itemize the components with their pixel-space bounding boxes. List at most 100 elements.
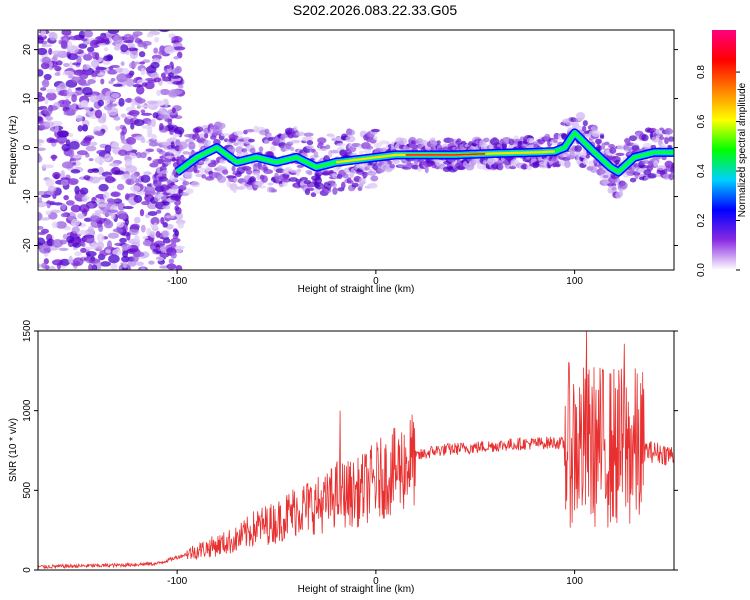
spectrogram-noise-blob [139,61,146,65]
spectrogram-noise-blob [89,39,101,49]
spectrogram-noise-blob [48,48,53,55]
spectrogram-noise-blob [147,126,153,136]
spectrogram-noise-blob [119,213,127,220]
spectrogram-noise-blob [54,65,62,72]
spectrogram-noise-blob [129,152,137,159]
spectrogram-noise-blob [83,30,94,38]
spectrogram-halo-blob [231,165,236,172]
spectrogram-halo-blob [373,135,378,141]
spectrogram-noise-blob [51,50,63,55]
spectrogram-noise-blob [45,92,57,101]
spectrogram-halo-blob [379,140,389,145]
spectrogram-noise-blob [69,140,80,150]
spectrogram-noise-blob [170,89,183,95]
spectrogram-noise-blob [45,116,54,121]
spectrogram-noise-blob [72,257,84,266]
spectrogram-noise-blob [177,221,185,229]
spectrogram-noise-blob [38,153,41,163]
spectrogram-noise-blob [116,73,128,83]
spectrogram-noise-blob [156,209,162,214]
spectrogram-halo-blob [218,127,223,135]
spectrogram-halo-blob [182,180,190,186]
spectrogram-halo-blob [642,142,653,150]
spectrogram-halo-blob [641,134,649,142]
spectrogram-noise-blob [67,52,78,61]
spectrogram-halo-blob [182,151,190,155]
spectrogram-noise-blob [133,119,145,127]
spectrogram-halo-blob [596,139,601,145]
spectrogram-noise-blob [101,37,110,42]
spectrogram-noise-blob [162,221,168,228]
spectrogram-noise-blob [79,71,89,80]
spectrogram-noise-blob [120,44,129,53]
spectrogram-noise-blob [141,82,148,87]
spectrogram-halo-blob [162,172,167,179]
spectrogram-halo-blob [186,171,193,180]
spectrogram-halo-blob [345,135,356,143]
spectrogram-noise-blob [88,157,94,162]
spectrogram-noise-blob [101,112,107,122]
spectrogram-noise-blob [89,176,101,184]
spectrogram-noise-blob [90,141,98,147]
spectrogram-halo-blob [258,146,264,153]
spectrogram-halo-blob [336,143,346,147]
spectrogram-halo-blob [340,181,346,189]
spectrogram-noise-blob [140,267,146,270]
spectrogram-halo-blob [647,173,657,179]
spectrogram-noise-blob [110,92,120,99]
spectrogram-noise-blob [162,238,171,244]
spectrogram-halo-blob [222,169,229,175]
spectrogram-noise-blob [125,78,135,87]
spectrogram-noise-blob [38,245,50,249]
snr-panel: -100 0 100 0 500 1000 1500 Height of straight… [8,319,678,595]
spectrogram-noise-blob [38,107,44,111]
spectrogram-noise-blob [65,200,75,206]
spectrogram-noise-blob [41,56,52,64]
spectrogram-halo-blob [217,175,227,184]
spectrogram-noise-blob [140,112,153,116]
spectrogram-noise-blob [60,179,69,186]
spectrogram-noise-blob [60,203,66,211]
spectrogram-noise-blob [55,85,62,93]
snr-y-tick-label: 1000 [22,399,33,422]
colorbar-ticks: 0.0 0.2 0.4 0.6 0.8 [696,65,740,277]
spectrogram-halo-blob [553,139,558,143]
spectrogram-halo-blob [629,177,637,183]
spectrogram-halo-blob [329,133,336,139]
colorbar-tick-label: 0.8 [696,65,707,79]
spectrogram-noise-blob [55,221,67,229]
spectrogram-halo-blob [619,190,624,197]
spectrogram-noise-blob [110,77,116,82]
spectrogram-noise-blob [43,121,55,128]
spectrogram-noise-blob [81,124,89,132]
spectrogram-noise-blob [38,36,44,44]
spectrogram-halo-blob [342,173,349,179]
chart-title: S202.2026.083.22.33.G05 [292,2,458,18]
spectrogram-noise-blob [43,73,52,81]
spectrogram-halo-blob [668,136,674,143]
spectrogram-halo-blob [306,144,314,149]
snr-x-label: Height of straight line (km) [298,584,415,595]
spectrogram-noise-blob [162,98,169,104]
spectrogram-noise-blob [162,205,171,210]
spectrogram-noise-blob [38,147,46,151]
spectrogram-noise-blob [61,161,74,169]
spectrogram-halo-blob [483,137,490,143]
colorbar-tick-label: 0.2 [696,213,707,227]
spectrogram-noise-blob [107,69,118,75]
spectrogram-noise-blob [79,187,89,195]
spectrogram-noise-blob [62,70,75,76]
spectrogram-noise-blob [78,43,88,49]
spectrogram-halo-blob [628,135,638,142]
spectrogram-halo-blob [233,142,239,146]
spectrogram-halo-blob [330,183,338,188]
spectrogram-noise-blob [38,69,44,77]
spectrogram-halo-blob [597,145,602,152]
spectrogram-halo-blob [303,136,314,141]
spectrogram-noise-blob [66,87,73,97]
spectrogram-noise-blob [143,171,152,176]
spectrogram-halo-blob [671,162,674,169]
spectrogram-y-tick-label: -20 [22,238,33,253]
spectrogram-noise-blob [77,213,85,219]
